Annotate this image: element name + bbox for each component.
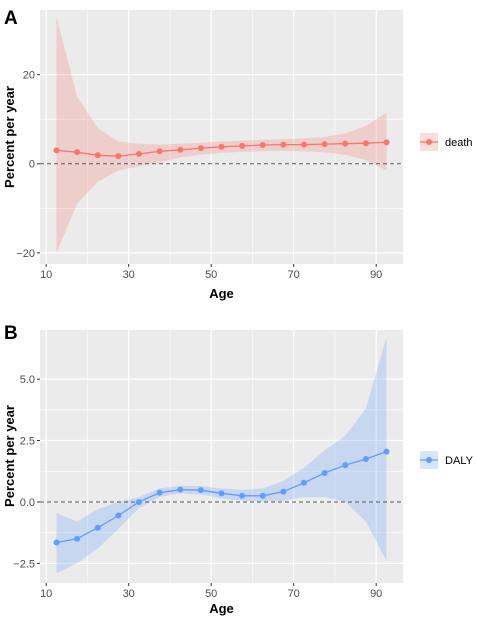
confidence-band [56, 337, 387, 574]
data-point [218, 490, 225, 497]
data-point [136, 150, 142, 157]
x-axis-title: Age [209, 601, 234, 616]
data-point [53, 147, 60, 154]
data-point [362, 140, 369, 147]
data-point [156, 489, 163, 496]
chart-panel-b: DALY 10 30 50 70 90 −2.5 0.0 2.5 5.0 Age Percent pe… [2, 323, 474, 616]
x-axis-title: Age [209, 286, 234, 301]
data-point [383, 139, 390, 146]
x-tick-label: 50 [205, 588, 217, 600]
data-point [280, 488, 287, 495]
x-tick-label: 10 [40, 588, 52, 600]
data-point [239, 142, 246, 149]
y-axis-title: Percent per year [2, 86, 17, 188]
x-tick-label: 70 [288, 269, 300, 281]
x-tick-label: 30 [123, 588, 135, 600]
data-point [239, 492, 246, 499]
data-point [94, 524, 101, 531]
x-tick-label: 90 [370, 269, 382, 281]
legend-key-point [426, 457, 432, 463]
panel-letter: A [4, 8, 18, 29]
data-point [342, 140, 349, 147]
data-point [259, 492, 266, 499]
legend-key-point [426, 139, 432, 145]
x-tick-label: 30 [123, 269, 135, 281]
data-point [115, 512, 122, 519]
data-point [362, 455, 369, 462]
y-tick-label: −20 [16, 248, 35, 260]
data-point [301, 141, 307, 148]
data-point [342, 462, 349, 469]
data-point [156, 148, 163, 155]
data-point [259, 142, 266, 149]
data-point [197, 487, 204, 494]
data-point [177, 146, 184, 153]
panel-letter: B [4, 323, 18, 344]
x-tick-label: 70 [288, 588, 300, 600]
plot-background [40, 10, 403, 264]
data-point [383, 448, 390, 455]
y-tick-label: 5.0 [20, 374, 35, 386]
x-tick-label: 50 [205, 269, 217, 281]
chart-panel-a: death 10 30 50 70 90 −20 0 20 Age Percent per year… [2, 8, 473, 301]
data-point [218, 143, 225, 150]
y-tick-label: 2.5 [20, 436, 35, 448]
y-axis-title: Percent per year [2, 405, 17, 507]
data-point [136, 498, 142, 505]
data-point [197, 145, 204, 152]
data-point [74, 149, 81, 156]
data-point [280, 141, 287, 148]
y-tick-label: −2.5 [13, 558, 35, 570]
y-tick-label: 0 [29, 159, 35, 171]
data-point [115, 153, 122, 160]
legend-label: DALY [445, 455, 474, 467]
plot-background [40, 330, 403, 583]
data-point [74, 535, 81, 542]
y-tick-label: 20 [23, 70, 35, 82]
data-point [321, 469, 328, 476]
data-point [301, 479, 307, 486]
legend-label: death [445, 137, 473, 149]
data-point [53, 539, 60, 546]
y-tick-label: 0.0 [20, 497, 35, 509]
data-point [94, 152, 101, 159]
x-tick-label: 90 [370, 588, 382, 600]
data-point [177, 486, 184, 493]
data-point [321, 141, 328, 148]
x-tick-label: 10 [40, 269, 52, 281]
